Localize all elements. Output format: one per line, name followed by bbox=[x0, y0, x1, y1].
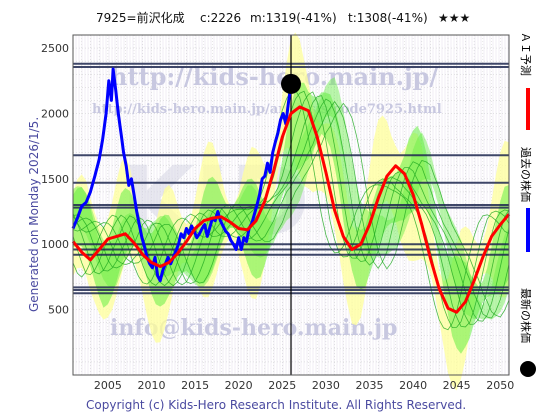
x-tick-label: 2050 bbox=[486, 379, 514, 392]
axis-layer: 500 1000 1500 2000 2500 2005 2010 2015 2020 2025 2… bbox=[41, 42, 514, 392]
x-tick-label: 2040 bbox=[399, 379, 427, 392]
stock-title: 7925=前沢化成 bbox=[96, 10, 185, 25]
x-tick-label: 2030 bbox=[312, 379, 340, 392]
y-tick-label: 1000 bbox=[41, 238, 69, 251]
x-tick-label: 2015 bbox=[181, 379, 209, 392]
m-value: m:1319(-41%) bbox=[250, 11, 337, 25]
y-tick-label: 2500 bbox=[41, 42, 69, 55]
x-tick-label: 2020 bbox=[225, 379, 253, 392]
legend: ＡＩ予測 過去の株価 最新の株価 bbox=[519, 32, 536, 377]
x-tick-label: 2005 bbox=[94, 379, 122, 392]
y-tick-label: 500 bbox=[48, 304, 69, 317]
series-ai-forecast-line bbox=[71, 105, 511, 314]
chart-header: 7925=前沢化成 c:2226 m:1319(-41%) t:1308(-41… bbox=[96, 10, 470, 25]
x-tick-label: 2025 bbox=[268, 379, 296, 392]
legend-latest-price-label: 最新の株価 bbox=[519, 288, 533, 343]
legend-ai-forecast-label: ＡＩ予測 bbox=[519, 32, 533, 76]
legend-latest-price-marker bbox=[520, 361, 536, 377]
latest-price-marker bbox=[281, 73, 301, 94]
t-value: t:1308(-41%) bbox=[348, 11, 428, 25]
current-price: c:2226 bbox=[200, 11, 241, 25]
y-tick-label: 2000 bbox=[41, 107, 69, 120]
generated-date: Generated on Monday 2026/1/5. bbox=[27, 117, 41, 312]
marker-layer bbox=[281, 73, 301, 94]
legend-past-price-label: 過去の株価 bbox=[519, 147, 533, 202]
x-tick-label: 2010 bbox=[137, 379, 165, 392]
x-tick-label: 2045 bbox=[443, 379, 471, 392]
series-past-price-line bbox=[71, 67, 293, 283]
horizontal-levels-layer bbox=[73, 35, 509, 375]
y-tick-label: 1500 bbox=[41, 173, 69, 186]
rating-stars: ★★★ bbox=[438, 11, 470, 25]
watermark-url-analysis: http://kids-hero.main.jp/analysis/code79… bbox=[92, 102, 442, 117]
copyright-footer: Copyright (c) Kids-Hero Research Institu… bbox=[86, 398, 466, 412]
x-tick-label: 2035 bbox=[355, 379, 383, 392]
plot-frame bbox=[72, 34, 510, 376]
series-layer bbox=[71, 67, 511, 314]
